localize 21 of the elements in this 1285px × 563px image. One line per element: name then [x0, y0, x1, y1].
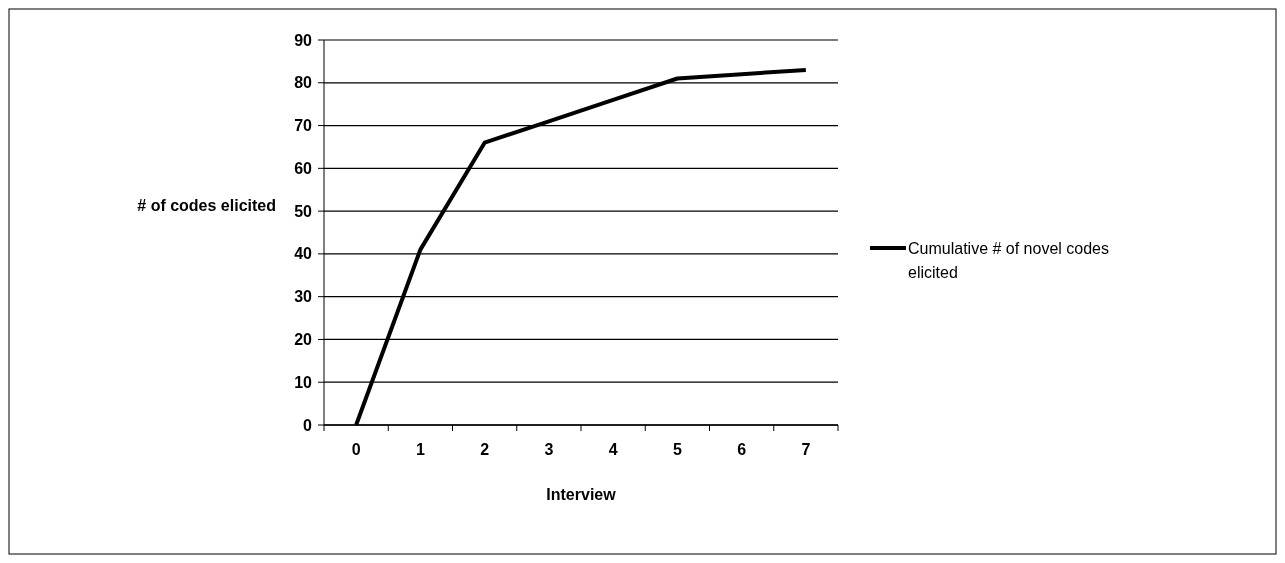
y-tick-label: 40 — [294, 245, 313, 263]
y-tick-label: 70 — [294, 117, 313, 135]
y-tick-label: 10 — [294, 373, 313, 391]
x-tick-label: 1 — [415, 441, 425, 458]
y-tick-label: 50 — [294, 202, 313, 220]
x-tick-label: 6 — [737, 441, 747, 458]
x-tick-label: 5 — [672, 441, 682, 458]
x-axis-title: Interview — [546, 486, 617, 503]
legend-label: Cumulative # of novel codes elicited — [908, 239, 1109, 281]
x-tick-label: 4 — [608, 441, 618, 458]
y-tick-label: 30 — [294, 288, 313, 306]
x-tick-label: 2 — [480, 441, 490, 458]
y-tick-label: 60 — [294, 159, 313, 177]
x-tick-label: 0 — [351, 441, 361, 458]
x-tick-label: 7 — [801, 441, 811, 458]
y-axis-title: # of codes elicited — [137, 196, 276, 214]
x-tick-label: 3 — [544, 441, 554, 458]
y-tick-label: 0 — [303, 416, 313, 434]
y-tick-label: 80 — [294, 74, 313, 92]
y-tick-label: 20 — [294, 331, 313, 349]
y-tick-label: 90 — [294, 31, 313, 49]
